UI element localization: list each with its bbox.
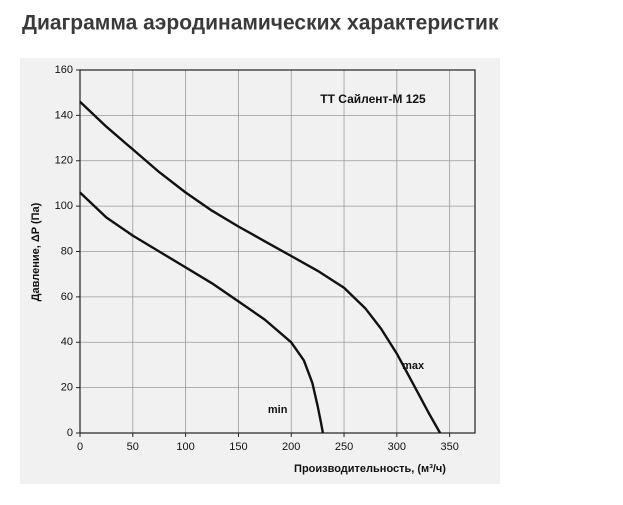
x-tick-label: 100 xyxy=(176,441,194,453)
series-label: min xyxy=(268,404,288,416)
y-axis-label: Давление, ΔP (Па) xyxy=(30,202,42,301)
x-tick-label: 250 xyxy=(335,441,353,453)
data-line xyxy=(79,100,442,434)
page-heading: Диаграмма аэродинамических характеристик xyxy=(22,12,499,35)
y-tick-label: 40 xyxy=(61,336,73,348)
y-tick-label: 100 xyxy=(55,200,73,212)
y-tick-label: 120 xyxy=(55,155,73,167)
y-tick-label: 60 xyxy=(61,291,73,303)
y-tick-label: 80 xyxy=(61,245,73,257)
y-tick-label: 160 xyxy=(55,64,73,76)
x-tick-label: 150 xyxy=(229,441,247,453)
chart-annotation: ТТ Сайлент-М 125 xyxy=(320,92,426,106)
chart-background xyxy=(20,58,500,484)
y-tick-label: 140 xyxy=(55,109,73,121)
x-tick-label: 0 xyxy=(77,441,83,453)
y-tick-label: 0 xyxy=(67,427,73,439)
x-tick-label: 50 xyxy=(127,441,139,453)
y-tick-label: 20 xyxy=(61,382,73,394)
data-line xyxy=(79,191,325,434)
series-label: max xyxy=(402,360,425,372)
x-tick-label: 200 xyxy=(282,441,300,453)
x-axis-label: Производительность, (м³/ч) xyxy=(294,463,446,475)
x-tick-label: 350 xyxy=(440,441,458,453)
x-tick-label: 300 xyxy=(388,441,406,453)
